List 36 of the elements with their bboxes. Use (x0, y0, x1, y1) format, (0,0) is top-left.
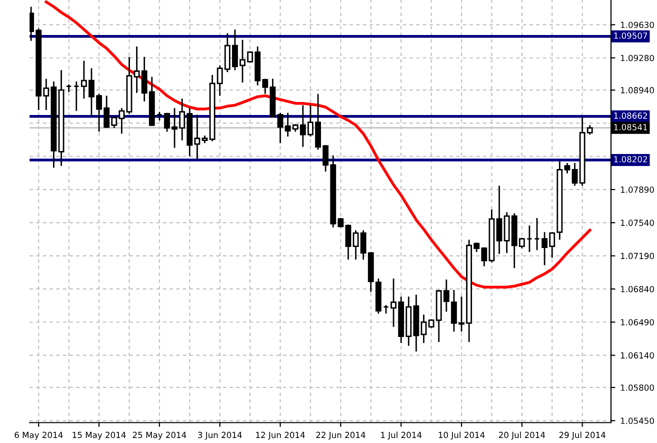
y-tick-label: 1.05800 (620, 384, 654, 391)
y-tick-label: 1.06140 (620, 352, 654, 359)
candlestick (73, 80, 80, 112)
candlestick (534, 217, 540, 251)
candlestick (352, 230, 359, 260)
y-tick-label: 1.09630 (620, 22, 654, 28)
candlestick (345, 224, 352, 260)
candlestick (496, 185, 502, 255)
candlestick (526, 224, 532, 253)
y-tick-label: 1.07890 (620, 186, 654, 193)
y-tick-label: 1.06490 (620, 319, 654, 326)
candlestick (564, 162, 570, 174)
line-series (44, 0, 592, 288)
ref-line-label: 1.09507 (614, 32, 648, 39)
x-tick-label: 3 Jun 2014 (198, 432, 242, 440)
x-tick-label: 20 Jul 2014 (498, 432, 546, 440)
y-tick-label: 1.09280 (620, 54, 654, 62)
y-tick-label: 1.08940 (620, 87, 654, 94)
y-tick-label: 1.05450 (620, 418, 654, 424)
x-tick-label: 29 Jul 2014 (559, 432, 606, 440)
y-tick-label: 1.07190 (620, 252, 654, 260)
candlestick (420, 314, 427, 344)
candlestick (277, 112, 284, 144)
ref-line-label: 1.08541 (614, 124, 648, 130)
ref-line-label: 1.08202 (614, 156, 647, 162)
y-tick-label: 1.07540 (620, 220, 654, 226)
x-tick-label: 22 Jun 2014 (316, 432, 366, 440)
x-tick-label: 10 Jul 2014 (438, 432, 485, 440)
y-tick-label: 1.06840 (620, 286, 654, 292)
x-tick-label: 15 May 2014 (72, 432, 126, 440)
candlestick (572, 162, 578, 186)
ref-line-label: 1.08662 (614, 112, 647, 119)
x-tick-label: 1 Jul 2014 (381, 432, 422, 440)
x-tick-label: 25 May 2014 (132, 432, 186, 440)
x-tick-label: 6 May 2014 (14, 432, 63, 440)
x-tick-label: 12 Jun 2014 (256, 432, 305, 440)
